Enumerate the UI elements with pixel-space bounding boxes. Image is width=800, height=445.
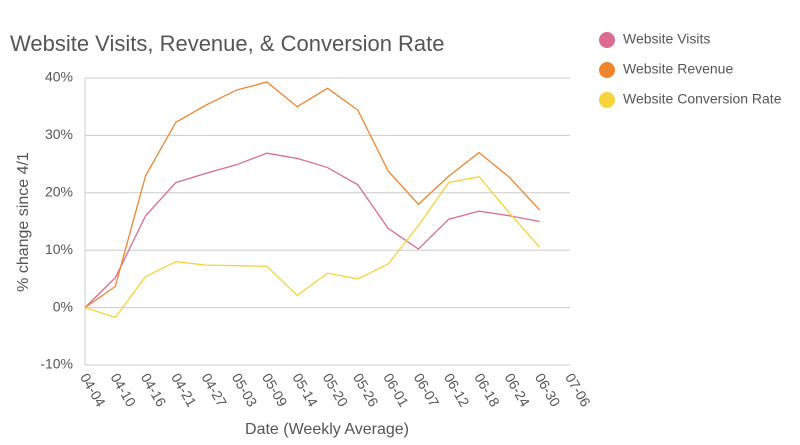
x-tick-label: 06-01 [380, 370, 412, 409]
x-tick-label: 06-30 [532, 370, 564, 409]
x-tick-label: 05-14 [289, 370, 321, 409]
legend-marker [599, 62, 615, 78]
x-tick-label: 06-24 [502, 370, 534, 409]
series-line [84, 152, 540, 309]
x-tick-label: 04-04 [77, 370, 109, 409]
y-tick-label: 40% [45, 69, 73, 85]
y-tick-label: -10% [40, 356, 73, 372]
x-tick-label: 04-27 [198, 370, 230, 409]
x-tick-label: 04-16 [138, 370, 170, 409]
legend-label: Website Visits [623, 31, 710, 47]
x-tick-label: 07-06 [562, 370, 594, 409]
x-tick-label: 04-10 [108, 370, 140, 409]
x-tick-label: 06-07 [411, 370, 443, 409]
y-tick-label: 20% [45, 184, 73, 200]
legend-label: Website Revenue [623, 61, 733, 77]
y-tick-label: 0% [53, 298, 73, 314]
y-tick-label: 30% [45, 126, 73, 142]
x-tick-label: 04-21 [168, 370, 200, 409]
y-axis-label: % change since 4/1 [15, 152, 32, 292]
legend-marker [599, 32, 615, 48]
series-line [84, 81, 541, 309]
x-tick-label: 06-18 [471, 370, 503, 409]
legend-label: Website Conversion Rate [623, 91, 782, 107]
y-tick-label: 10% [45, 241, 73, 257]
x-tick-label: 05-09 [259, 370, 291, 409]
x-tick-label: 06-12 [441, 370, 473, 409]
x-axis-label: Date (Weekly Average) [245, 421, 409, 438]
x-tick-label: 05-26 [350, 370, 382, 409]
chart-title: Website Visits, Revenue, & Conversion Ra… [10, 31, 445, 56]
series-line [84, 176, 541, 319]
x-tick-label: 05-03 [229, 370, 261, 409]
x-tick-label: 05-20 [320, 370, 352, 409]
legend-marker [599, 92, 615, 108]
